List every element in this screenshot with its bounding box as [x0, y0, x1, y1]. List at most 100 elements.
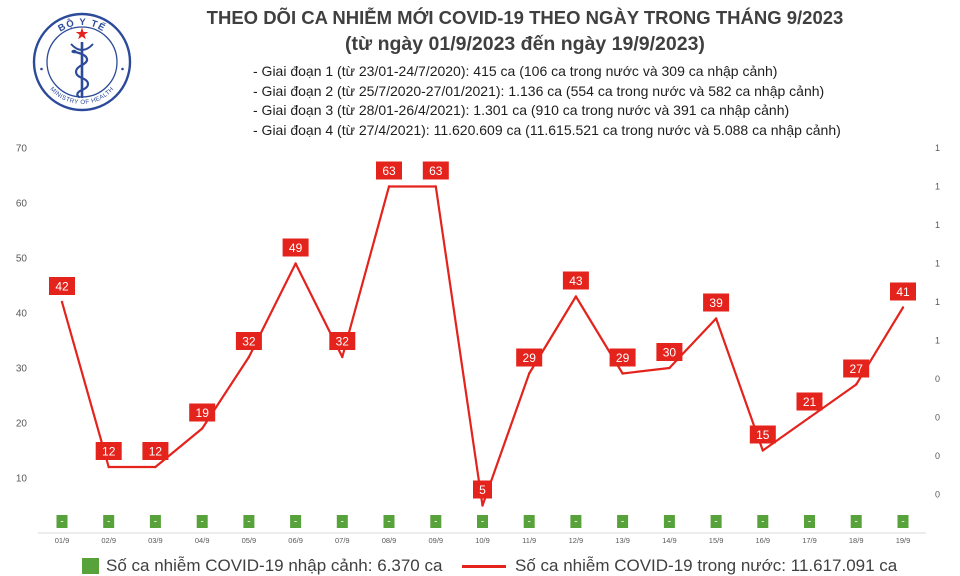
- line-data-label: 63: [429, 164, 443, 178]
- y-left-tick-label: 20: [16, 419, 28, 430]
- chart-title: THEO DÕI CA NHIỄM MỚI COVID-19 THEO NGÀY…: [206, 7, 844, 28]
- domestic-cases-point: [387, 185, 391, 188]
- line-label-box: [890, 282, 916, 301]
- y-left-tick-label: 60: [16, 199, 28, 210]
- legend-label-domestic: Số ca nhiễm COVID-19 trong nước: 11.617.…: [515, 556, 898, 575]
- y-right-tick-label: 1: [935, 297, 940, 307]
- x-tick-label: 15/9: [709, 536, 724, 545]
- line-data-label: 32: [242, 334, 256, 348]
- y-right-tick-label: 1: [935, 143, 940, 153]
- x-tick-label: 03/9: [148, 536, 163, 545]
- bar-data-label: -: [294, 517, 297, 528]
- bar-label-box: [336, 515, 348, 528]
- x-tick-label: 14/9: [662, 536, 677, 545]
- line-data-label: 39: [709, 296, 723, 310]
- y-left-tick-label: 10: [16, 474, 28, 485]
- line-data-label: 42: [55, 279, 69, 293]
- x-tick-label: 07/9: [335, 536, 350, 545]
- line-data-label: 49: [289, 241, 303, 255]
- line-label-box: [189, 403, 216, 422]
- domestic-cases-point: [434, 185, 437, 188]
- x-tick-label: 08/9: [382, 536, 397, 545]
- bar-data-label: -: [387, 517, 390, 528]
- line-data-label: 12: [149, 444, 163, 458]
- bar-data-label: -: [107, 517, 110, 528]
- logo-top-text: BỘ Y TẾ: [56, 17, 107, 35]
- phase-summary-item: - Giai đoạn 3 (từ 28/01-26/4/2021): 1.30…: [253, 102, 790, 119]
- line-data-label: 41: [896, 285, 910, 299]
- line-data-label: 29: [523, 351, 537, 365]
- bar-data-label: -: [574, 517, 577, 528]
- bar-data-label: -: [154, 517, 157, 528]
- domestic-cases-point: [201, 427, 204, 430]
- bar-data-label: -: [434, 517, 437, 528]
- domestic-cases-line: [60, 185, 904, 507]
- domestic-cases-point: [247, 355, 251, 359]
- bar-data-label: -: [668, 517, 671, 528]
- bar-label-box: [617, 515, 629, 528]
- line-data-label: 5: [479, 483, 486, 497]
- bar-label-box: [290, 515, 302, 528]
- x-tick-label: 06/9: [288, 536, 303, 545]
- snake-icon: [73, 50, 90, 99]
- line-label-box: [142, 442, 169, 460]
- bar-data-label: -: [247, 517, 250, 528]
- x-tick-label: 16/9: [755, 536, 770, 545]
- line-data-label: 63: [382, 164, 396, 178]
- bar-label-box: [149, 515, 161, 528]
- bar-label-box: [430, 515, 442, 528]
- y-right-tick-label: 0: [935, 413, 940, 423]
- logo-separator-dot: [121, 67, 124, 71]
- line-label-box: [95, 442, 122, 460]
- ministry-of-health-logo: BỘ Y TẾ MINISTRY OF HEALTH: [32, 12, 132, 112]
- legend-label-imported: Số ca nhiễm COVID-19 nhập cảnh: 6.370 ca: [106, 556, 443, 575]
- line-label-box: [609, 348, 636, 367]
- x-tick-label: 19/9: [896, 536, 911, 545]
- line-label-box: [796, 392, 823, 411]
- domestic-cases-point: [621, 372, 624, 375]
- bar-data-label: -: [808, 517, 811, 528]
- domestic-cases-point: [154, 465, 157, 469]
- bar-label-box: [523, 515, 535, 528]
- snake-head-icon: [71, 49, 77, 54]
- bar-label-box: [56, 515, 68, 528]
- bar-label-box: [804, 515, 815, 528]
- logo-separator-dot: [40, 67, 43, 71]
- phase-summary-item: - Giai đoạn 2 (từ 25/7/2020-27/01/2021):…: [253, 82, 825, 99]
- domestic-cases-point: [107, 465, 110, 469]
- y-right-tick-label: 0: [935, 490, 940, 500]
- line-data-label: 12: [102, 444, 116, 458]
- domestic-cases-point: [294, 262, 297, 265]
- phase-summary-item: - Giai đoạn 4 (từ 27/4/2021): 11.620.609…: [253, 122, 841, 139]
- line-label-box: [329, 332, 356, 350]
- line-label-box: [49, 277, 75, 295]
- bar-label-box: [196, 515, 208, 528]
- line-label-box: [843, 359, 870, 378]
- bar-label-box: [570, 515, 582, 528]
- x-tick-label: 05/9: [242, 536, 257, 545]
- x-tick-label: 10/9: [475, 536, 490, 545]
- domestic-cases-point: [714, 317, 718, 320]
- bar-data-label: -: [481, 517, 484, 528]
- bar-label-box: [383, 515, 395, 528]
- bar-label-box: [243, 515, 255, 528]
- line-data-label: 43: [569, 274, 583, 288]
- line-data-label: 30: [663, 345, 677, 359]
- bar-label-box: [757, 515, 769, 528]
- line-label-box: [422, 161, 449, 180]
- x-tick-label: 02/9: [101, 536, 116, 545]
- y-right-tick-label: 1: [935, 220, 940, 230]
- domestic-cases-point: [761, 449, 764, 452]
- bar-data-label: -: [528, 517, 531, 528]
- y-left-tick-label: 50: [16, 254, 28, 265]
- y-right-tick-label: 1: [935, 182, 940, 192]
- bar-label-box: [710, 515, 722, 528]
- line-label-box: [749, 425, 776, 444]
- line-label-box: [473, 480, 492, 499]
- domestic-cases-point: [901, 306, 905, 309]
- x-tick-label: 04/9: [195, 536, 210, 545]
- line-label-box: [282, 238, 309, 257]
- y-left-tick-label: 30: [16, 364, 28, 375]
- y-right-tick-label: 1: [935, 259, 940, 269]
